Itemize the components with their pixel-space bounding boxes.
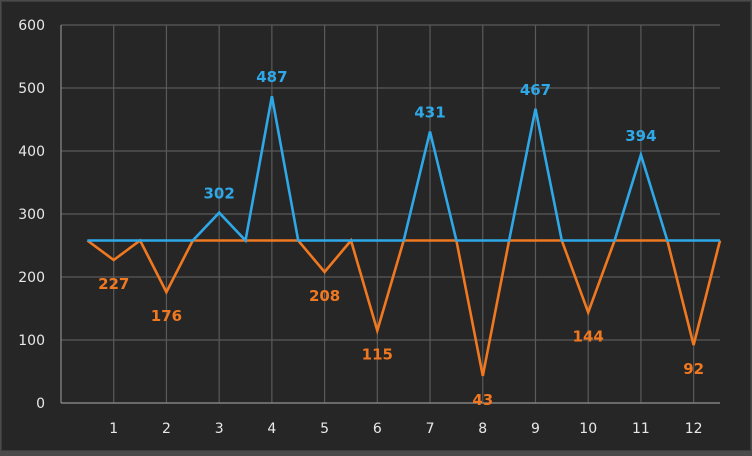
x-tick-label: 11: [632, 421, 650, 437]
x-tick-label: 9: [531, 421, 540, 437]
data-label: 487: [256, 68, 287, 86]
y-tick-label: 200: [18, 270, 45, 286]
data-label: 394: [625, 127, 656, 145]
data-label: 176: [151, 307, 182, 325]
data-label: 144: [573, 327, 604, 345]
x-tick-label: 1: [109, 421, 118, 437]
data-label: 227: [98, 275, 129, 293]
x-tick-label: 8: [478, 421, 487, 437]
x-tick-label: 12: [685, 421, 703, 437]
series-line-1: [87, 95, 720, 244]
x-tick-label: 7: [426, 421, 435, 437]
series-lines: [86, 95, 722, 377]
data-label: 208: [309, 287, 340, 305]
data-label: 302: [204, 185, 235, 203]
data-labels: 302 487 431 467 394 227 176 208 115 43 144 92: [98, 68, 704, 409]
y-tick-label: 500: [18, 81, 45, 97]
x-tick-label: 2: [162, 421, 171, 437]
x-tick-label: 3: [215, 421, 224, 437]
y-tick-label: 400: [18, 144, 45, 160]
y-axis-ticks: 0 100 200 300 400 500 600: [18, 18, 45, 412]
x-tick-label: 10: [579, 421, 597, 437]
x-tick-label: 6: [373, 421, 382, 437]
y-tick-label: 600: [18, 18, 45, 34]
y-tick-label: 100: [18, 333, 45, 349]
data-label: 431: [414, 103, 445, 121]
x-axis-ticks: 1 2 3 4 5 6 7 8 9 10 11 12: [109, 421, 702, 437]
series-line-2: [86, 237, 722, 377]
grid: [60, 24, 720, 404]
data-label: 43: [472, 391, 493, 409]
x-tick-label: 5: [320, 421, 329, 437]
data-label: 467: [520, 81, 551, 99]
data-label: 92: [683, 360, 704, 378]
x-tick-label: 4: [267, 421, 276, 437]
data-label: 115: [362, 346, 393, 364]
y-tick-label: 0: [36, 396, 45, 412]
y-tick-label: 300: [18, 207, 45, 223]
